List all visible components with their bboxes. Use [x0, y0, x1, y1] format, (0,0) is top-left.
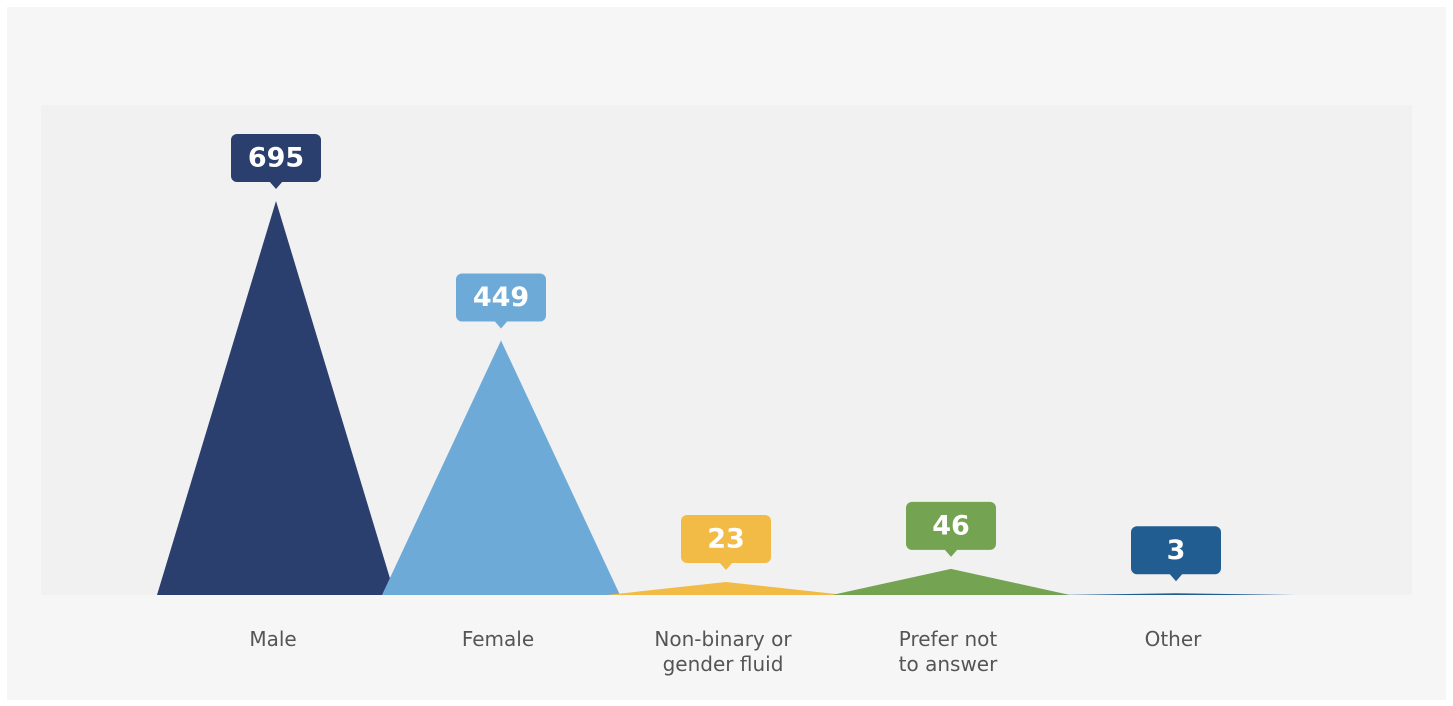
badge-box [231, 134, 321, 182]
data-label: 695 [248, 143, 304, 174]
x-tick-label: Female [462, 627, 534, 651]
badge-pointer [1169, 573, 1183, 582]
badge-box [681, 514, 771, 563]
value-badge: 449 [456, 273, 546, 329]
value-badge: 3 [1131, 526, 1221, 582]
triangle-bar [607, 581, 845, 595]
value-badge: 46 [906, 501, 996, 557]
badge-box [456, 273, 546, 322]
triangle-bar [157, 201, 395, 595]
data-label: 3 [1167, 535, 1186, 566]
badge-box [1131, 526, 1221, 575]
badge-box [906, 501, 996, 550]
triangle-bar [382, 340, 620, 595]
value-badge: 695 [231, 134, 321, 189]
badge-pointer [269, 181, 283, 189]
badge-pointer [719, 561, 733, 570]
triangle-bar [832, 568, 1070, 595]
data-label: 449 [473, 282, 529, 313]
x-tick-label: Other [1145, 627, 1203, 651]
value-badge: 23 [681, 514, 771, 570]
data-label: 23 [707, 523, 745, 554]
data-label: 46 [932, 510, 970, 541]
triangle-bar [1057, 593, 1295, 595]
x-tick-label: Non-binary or gender fluid [654, 627, 792, 676]
x-tick-label: Male [249, 627, 296, 651]
badge-pointer [494, 320, 508, 329]
badge-pointer [944, 548, 958, 557]
x-tick-label: Prefer not to answer [899, 627, 998, 676]
